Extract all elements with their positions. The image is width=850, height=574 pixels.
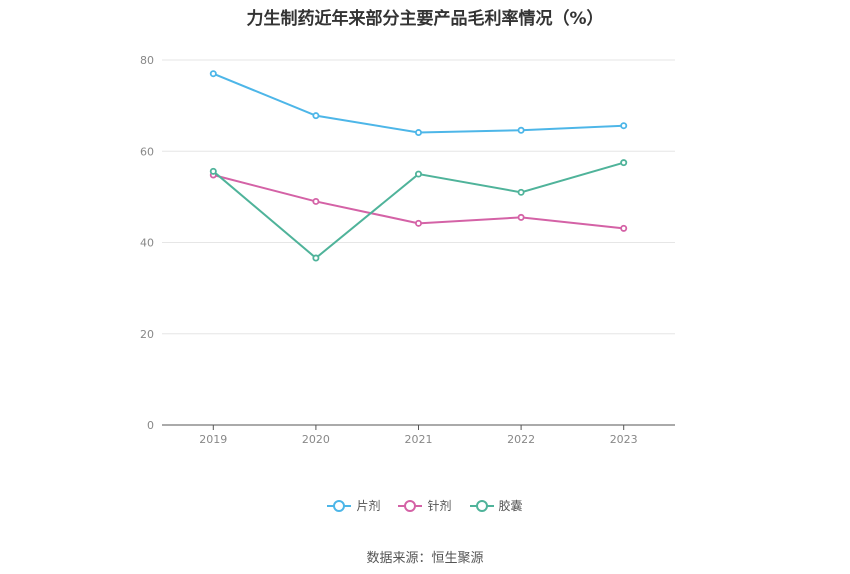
y-tick-label: 80 (140, 54, 154, 67)
legend-item-1[interactable]: 针剂 (398, 497, 452, 514)
legend-marker-icon (327, 499, 352, 512)
series-point-0-4[interactable] (620, 122, 628, 130)
x-tick-label: 2022 (507, 433, 535, 446)
series-point-2-4[interactable] (620, 159, 628, 167)
source-note: 数据来源：恒生聚源 (366, 551, 484, 566)
legend-marker-icon (469, 499, 494, 512)
legend: 片剂 针剂 胶囊 (0, 497, 850, 514)
series-point-1-1[interactable] (312, 197, 320, 205)
series-point-1-2[interactable] (414, 219, 422, 227)
series-point-2-0[interactable] (209, 167, 217, 175)
series-layer (209, 70, 628, 262)
series-point-2-2[interactable] (414, 170, 422, 178)
legend-label: 片剂 (356, 499, 381, 513)
series-point-0-2[interactable] (414, 129, 422, 137)
series-point-1-3[interactable] (517, 213, 525, 221)
y-tick-label: 60 (140, 145, 154, 158)
y-tick-label: 40 (140, 237, 154, 250)
chart-title: 力生制药近年来部分主要产品毛利率情况（%） (246, 9, 604, 29)
series-point-0-3[interactable] (517, 126, 525, 134)
legend-item-0[interactable]: 片剂 (327, 497, 380, 514)
series-point-2-1[interactable] (312, 254, 320, 262)
legend-label: 胶囊 (498, 499, 523, 513)
legend-item-2[interactable]: 胶囊 (469, 497, 523, 514)
legend-marker-icon (398, 499, 423, 512)
x-tick-label: 2020 (302, 433, 330, 446)
series-point-0-1[interactable] (312, 112, 320, 120)
series-line-0 (212, 72, 624, 134)
x-tick-label: 2023 (610, 433, 638, 446)
axes: 0 20 40 60 80 2019 2020 2021 2022 2023 (140, 54, 675, 446)
series-point-2-3[interactable] (517, 188, 525, 196)
y-tick-label: 0 (147, 419, 154, 432)
x-tick-label: 2021 (405, 433, 433, 446)
x-tick-label: 2019 (199, 433, 227, 446)
legend-label: 针剂 (427, 499, 452, 513)
series-point-0-0[interactable] (209, 70, 217, 78)
series-point-1-4[interactable] (620, 224, 628, 232)
grid-lines (162, 59, 675, 335)
y-tick-label: 20 (140, 328, 154, 341)
